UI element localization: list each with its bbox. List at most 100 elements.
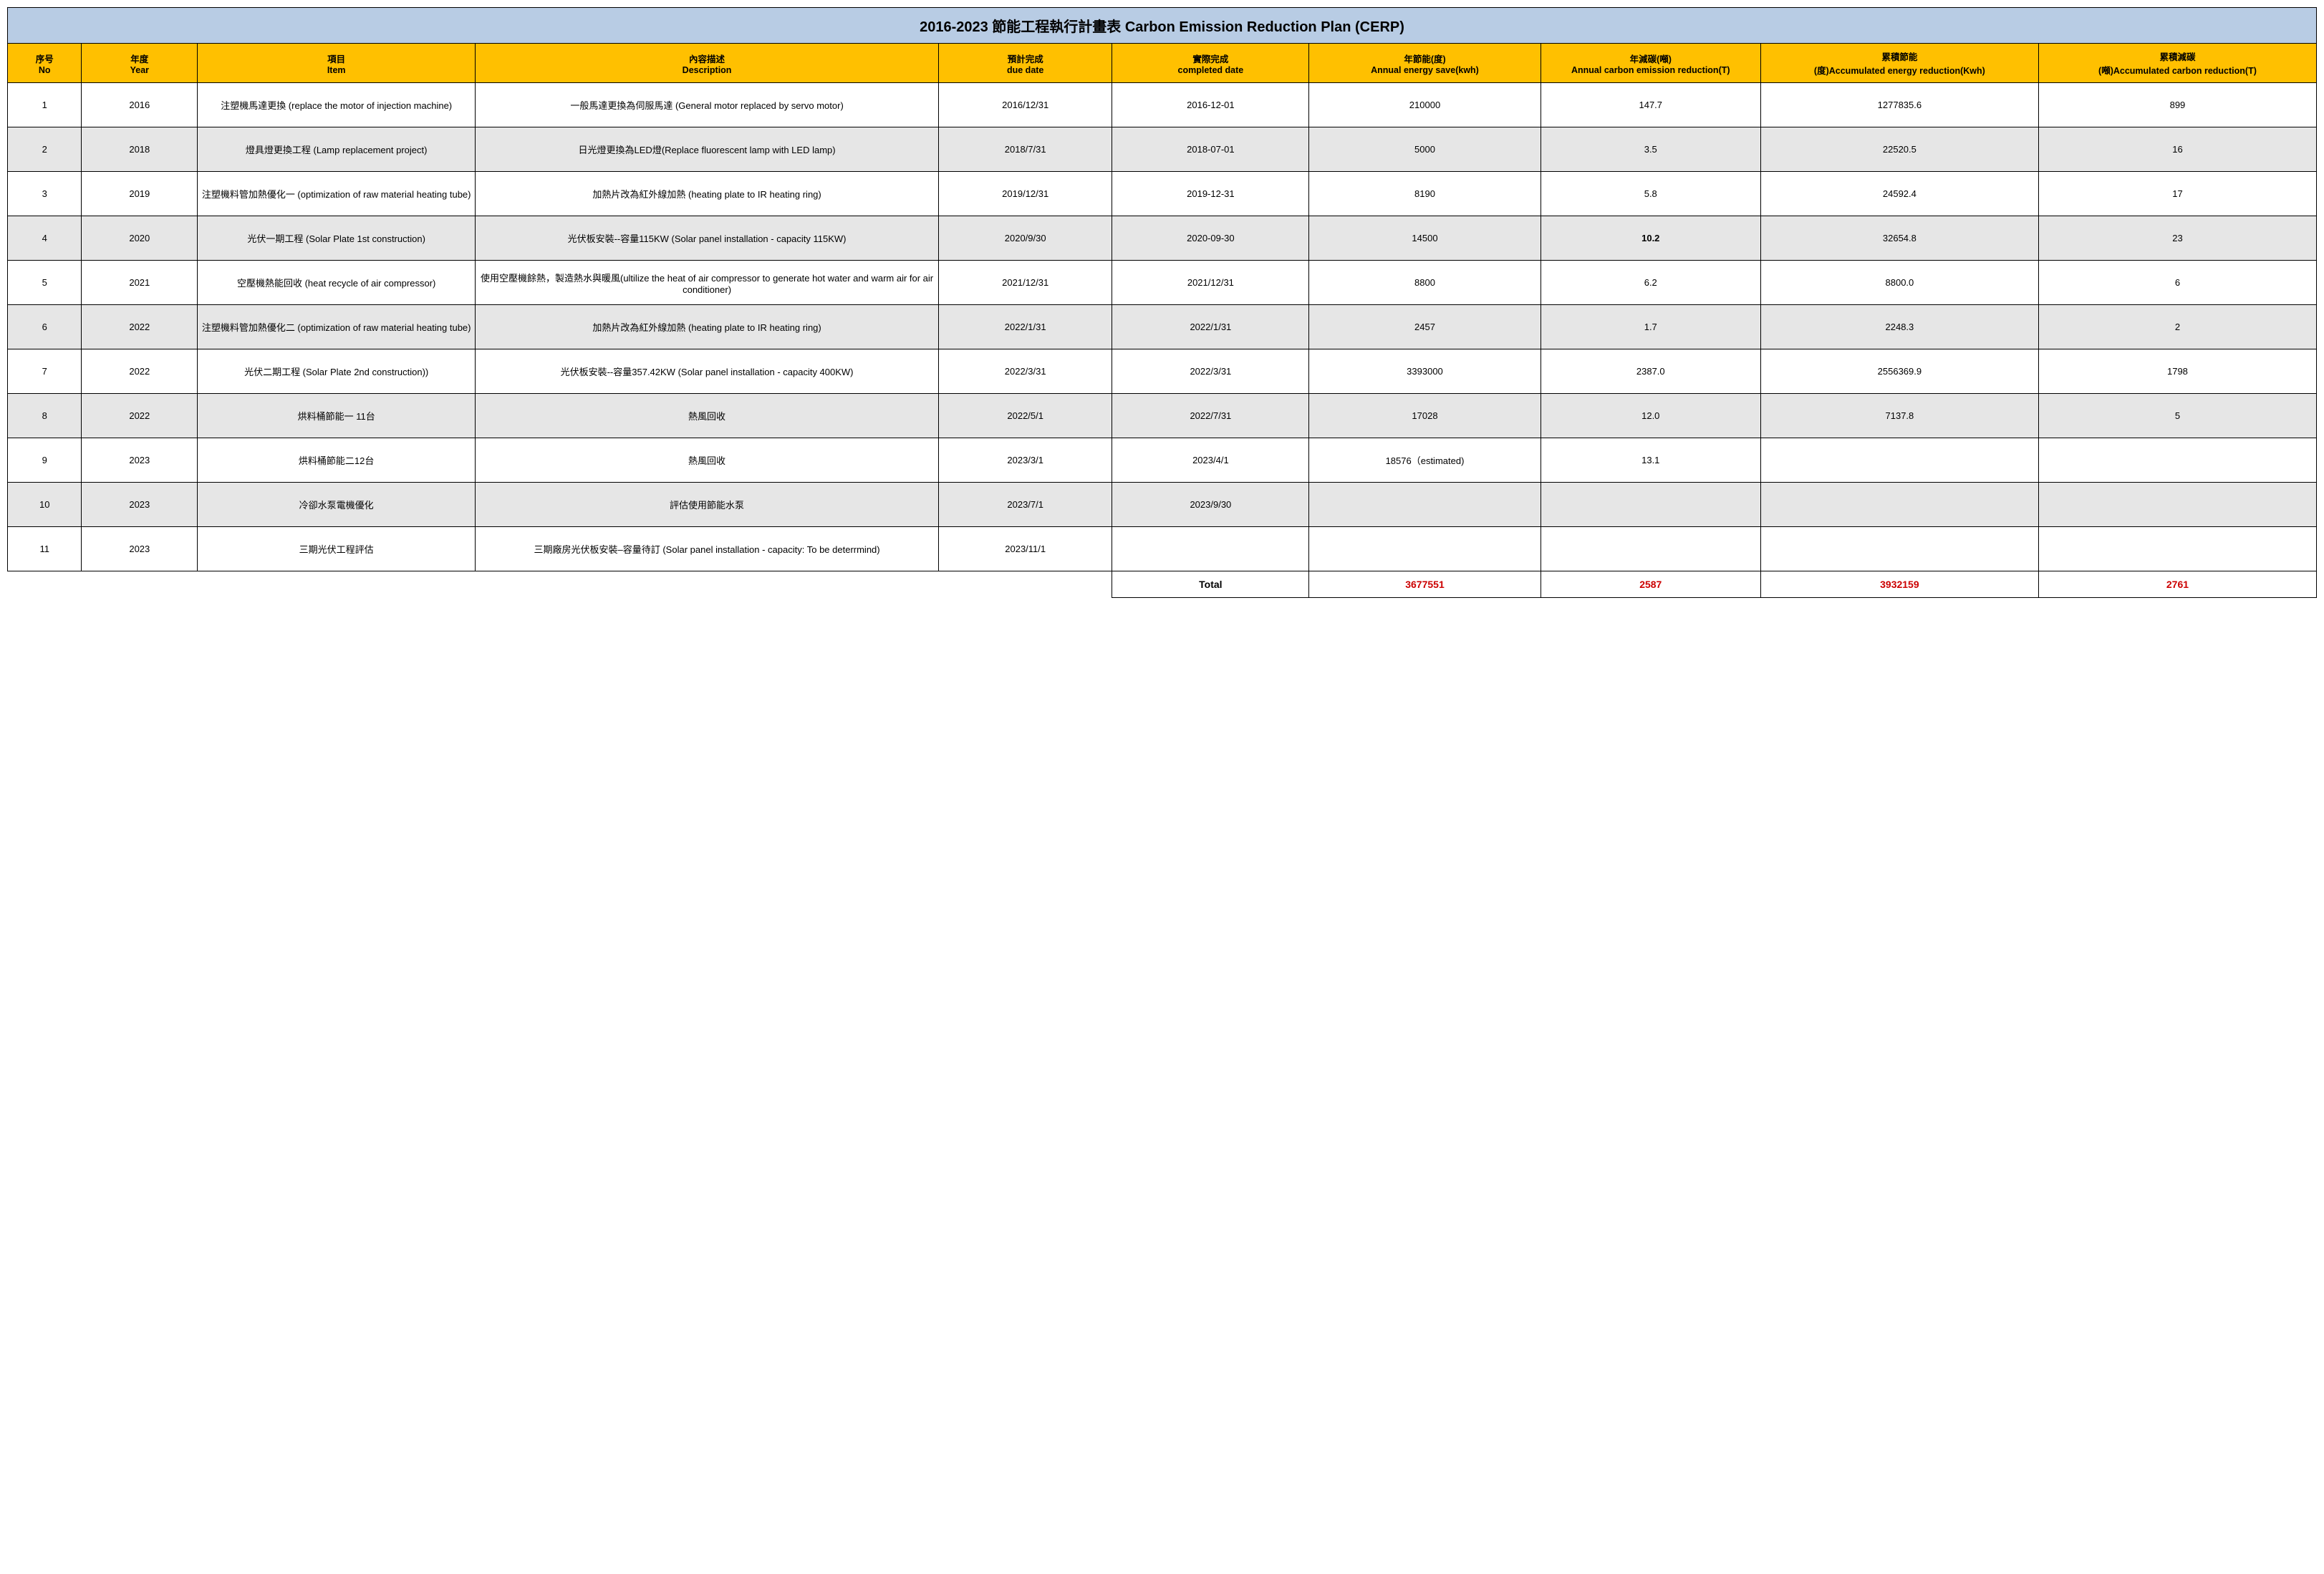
cell-acc_carbon: 2 [2038, 305, 2316, 349]
cell-desc: 日光燈更換為LED燈(Replace fluorescent lamp with… [476, 127, 939, 172]
col-header-9: 累積減碳(噸)Accumulated carbon reduction(T) [2038, 44, 2316, 83]
cell-desc: 熱風回收 [476, 438, 939, 483]
cell-item: 冷卻水泵電機優化 [198, 483, 476, 527]
cell-desc: 使用空壓機餘熱，製造熱水與暖風(ultilize the heat of air… [476, 261, 939, 305]
table-row: 112023三期光伏工程評估三期廠房光伏板安裝–容量待訂 (Solar pane… [8, 527, 2317, 571]
cell-energy: 8800 [1309, 261, 1541, 305]
cell-due: 2020/9/30 [938, 216, 1112, 261]
col-header-4: 預計完成due date [938, 44, 1112, 83]
cell-due: 2023/7/1 [938, 483, 1112, 527]
cell-item: 注塑機料管加熱優化一 (optimization of raw material… [198, 172, 476, 216]
col-header-0: 序号No [8, 44, 82, 83]
cell-item: 光伏二期工程 (Solar Plate 2nd construction)) [198, 349, 476, 394]
cell-due: 2019/12/31 [938, 172, 1112, 216]
cell-no: 4 [8, 216, 82, 261]
cell-acc_carbon: 899 [2038, 83, 2316, 127]
table-row: 72022光伏二期工程 (Solar Plate 2nd constructio… [8, 349, 2317, 394]
cell-acc_energy: 24592.4 [1760, 172, 2038, 216]
cell-carbon: 1.7 [1541, 305, 1760, 349]
cell-acc_energy: 2556369.9 [1760, 349, 2038, 394]
table-row: 82022烘料桶節能一 11台熱風回收2022/5/12022/7/311702… [8, 394, 2317, 438]
cell-no: 1 [8, 83, 82, 127]
cell-item: 燈具燈更換工程 (Lamp replacement project) [198, 127, 476, 172]
cell-due: 2023/3/1 [938, 438, 1112, 483]
cell-due: 2022/1/31 [938, 305, 1112, 349]
cell-acc_energy: 2248.3 [1760, 305, 2038, 349]
cell-due: 2022/5/1 [938, 394, 1112, 438]
cell-due: 2023/11/1 [938, 527, 1112, 571]
cell-acc_energy [1760, 483, 2038, 527]
cell-carbon: 12.0 [1541, 394, 1760, 438]
cell-desc: 三期廠房光伏板安裝–容量待訂 (Solar panel installation… [476, 527, 939, 571]
cell-desc: 光伏板安裝--容量357.42KW (Solar panel installat… [476, 349, 939, 394]
cell-acc_carbon: 1798 [2038, 349, 2316, 394]
cell-desc: 加熱片改為紅外線加熱 (heating plate to IR heating … [476, 305, 939, 349]
cell-carbon: 147.7 [1541, 83, 1760, 127]
cell-acc_carbon: 16 [2038, 127, 2316, 172]
cell-energy: 3393000 [1309, 349, 1541, 394]
cell-year: 2023 [82, 527, 198, 571]
cell-done: 2021/12/31 [1112, 261, 1309, 305]
cell-due: 2021/12/31 [938, 261, 1112, 305]
cell-year: 2023 [82, 483, 198, 527]
cell-acc_energy [1760, 438, 2038, 483]
cell-no: 10 [8, 483, 82, 527]
header-row: 序号No年度Year項目Item內容描述Description預計完成due d… [8, 44, 2317, 83]
cell-carbon: 3.5 [1541, 127, 1760, 172]
cell-done: 2022/7/31 [1112, 394, 1309, 438]
cell-year: 2016 [82, 83, 198, 127]
table-body: 12016注塑機馬達更換 (replace the motor of injec… [8, 83, 2317, 571]
table-row: 92023烘料桶節能二12台熱風回收2023/3/12023/4/118576（… [8, 438, 2317, 483]
col-header-1: 年度Year [82, 44, 198, 83]
cell-energy [1309, 527, 1541, 571]
cell-acc_carbon: 5 [2038, 394, 2316, 438]
cell-energy: 210000 [1309, 83, 1541, 127]
cell-year: 2018 [82, 127, 198, 172]
table-row: 42020光伏一期工程 (Solar Plate 1st constructio… [8, 216, 2317, 261]
cell-due: 2016/12/31 [938, 83, 1112, 127]
cell-item: 光伏一期工程 (Solar Plate 1st construction) [198, 216, 476, 261]
cell-acc_carbon: 17 [2038, 172, 2316, 216]
table-row: 52021空壓機熱能回收 (heat recycle of air compre… [8, 261, 2317, 305]
cell-year: 2021 [82, 261, 198, 305]
cell-carbon: 6.2 [1541, 261, 1760, 305]
cell-year: 2022 [82, 305, 198, 349]
title-row: 2016-2023 節能工程執行計畫表 Carbon Emission Redu… [8, 8, 2317, 44]
cell-acc_carbon [2038, 527, 2316, 571]
col-header-5: 實際完成completed date [1112, 44, 1309, 83]
cell-no: 7 [8, 349, 82, 394]
cell-carbon: 2387.0 [1541, 349, 1760, 394]
cell-acc_carbon: 6 [2038, 261, 2316, 305]
cell-acc_energy: 8800.0 [1760, 261, 2038, 305]
cell-item: 空壓機熱能回收 (heat recycle of air compressor) [198, 261, 476, 305]
cell-energy: 18576（estimated) [1309, 438, 1541, 483]
cerp-table: 2016-2023 節能工程執行計畫表 Carbon Emission Redu… [7, 7, 2317, 598]
cell-no: 11 [8, 527, 82, 571]
cell-energy [1309, 483, 1541, 527]
cell-acc_carbon [2038, 483, 2316, 527]
cell-year: 2022 [82, 349, 198, 394]
cell-acc_energy: 22520.5 [1760, 127, 2038, 172]
cell-no: 9 [8, 438, 82, 483]
total-acc-energy: 3932159 [1760, 571, 2038, 598]
cell-energy: 8190 [1309, 172, 1541, 216]
cell-no: 5 [8, 261, 82, 305]
cell-done: 2023/9/30 [1112, 483, 1309, 527]
cell-due: 2022/3/31 [938, 349, 1112, 394]
cell-desc: 評估使用節能水泵 [476, 483, 939, 527]
cell-acc_energy: 32654.8 [1760, 216, 2038, 261]
cell-desc: 一般馬達更換為伺服馬達 (General motor replaced by s… [476, 83, 939, 127]
cell-no: 2 [8, 127, 82, 172]
cell-due: 2018/7/31 [938, 127, 1112, 172]
cell-year: 2023 [82, 438, 198, 483]
cell-desc: 加熱片改為紅外線加熱 (heating plate to IR heating … [476, 172, 939, 216]
cell-desc: 熱風回收 [476, 394, 939, 438]
cell-year: 2022 [82, 394, 198, 438]
cell-no: 3 [8, 172, 82, 216]
cell-carbon: 5.8 [1541, 172, 1760, 216]
cell-acc_energy [1760, 527, 2038, 571]
cell-item: 烘料桶節能一 11台 [198, 394, 476, 438]
cell-energy: 5000 [1309, 127, 1541, 172]
table-row: 32019注塑機料管加熱優化一 (optimization of raw mat… [8, 172, 2317, 216]
cell-acc_carbon: 23 [2038, 216, 2316, 261]
